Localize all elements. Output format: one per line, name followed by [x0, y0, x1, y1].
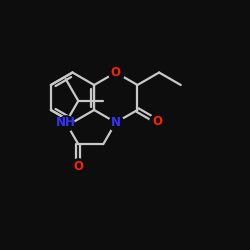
- Text: NH: NH: [56, 116, 76, 129]
- Text: N: N: [111, 116, 121, 129]
- Text: O: O: [73, 160, 83, 173]
- Text: O: O: [111, 66, 121, 79]
- Text: O: O: [152, 115, 162, 128]
